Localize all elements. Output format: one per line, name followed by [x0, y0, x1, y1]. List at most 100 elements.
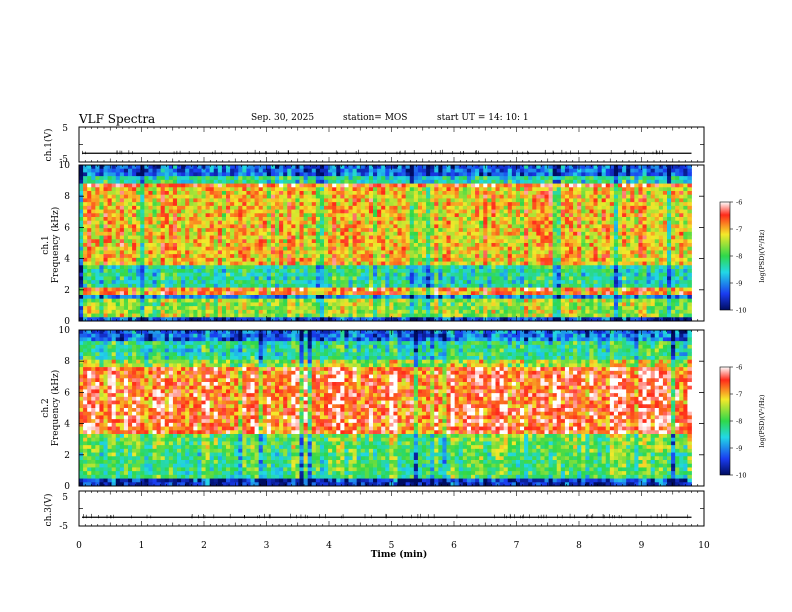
- ch1-spectrogram-cell: [275, 246, 280, 251]
- ch1-spectrogram-cell: [319, 165, 325, 170]
- ch1-spectrogram-cell: [209, 183, 215, 188]
- ch1-spectrogram-cell: [524, 176, 529, 181]
- ch1-spectrogram-cell: [605, 239, 611, 244]
- ch1-spectrogram-cell: [683, 239, 688, 244]
- ch1-spectrogram-cell: [87, 257, 92, 262]
- ch1-spectrogram-cell: [115, 220, 121, 225]
- ch1-spectrogram-cell: [99, 194, 104, 199]
- ch1-spectrogram-cell: [642, 187, 647, 192]
- ch1-spectrogram-cell: [340, 202, 345, 207]
- ch1-spectrogram-cell: [556, 228, 562, 233]
- ch1-spectrogram-cell: [618, 217, 623, 222]
- ch1-spectrogram-cell: [630, 224, 635, 229]
- ch1-spectrogram-cell: [201, 205, 206, 210]
- ch1-spectrogram-cell: [683, 176, 688, 181]
- ch1-spectrogram-cell: [319, 254, 325, 259]
- ch1-spectrogram-cell: [246, 239, 251, 244]
- ch1-spectrogram-cell: [87, 224, 92, 229]
- ch1-spectrogram-cell: [328, 257, 333, 262]
- ch1-spectrogram-cell: [83, 187, 88, 192]
- ch1-spectrogram-cell: [679, 280, 684, 285]
- ch1-spectrogram-cell: [234, 194, 239, 199]
- ch1-spectrogram-cell: [405, 202, 411, 207]
- ch1-spectrogram-cell: [283, 194, 288, 199]
- ch1-spectrogram-cell: [303, 283, 309, 288]
- ch1-spectrogram-cell: [675, 191, 680, 196]
- ch1-spectrogram-cell: [360, 194, 366, 199]
- ch1-spectrogram-cell: [524, 209, 529, 214]
- ch1-spectrogram-cell: [119, 283, 125, 288]
- ch1-spectrogram-cell: [270, 191, 276, 196]
- ch1-spectrogram-cell: [217, 198, 223, 203]
- ch1-spectrogram-cell: [213, 179, 219, 184]
- ch1-spectrogram-cell: [311, 165, 317, 170]
- ch1-spectrogram-cell: [409, 198, 415, 203]
- ch1-spectrogram-cell: [487, 179, 492, 184]
- ch1-spectrogram-cell: [417, 280, 423, 285]
- ch1-spectrogram-cell: [683, 235, 688, 240]
- ch1-spectrogram-cell: [356, 276, 362, 281]
- ch1-spectrogram-cell: [413, 217, 419, 222]
- ch1-spectrogram-cell: [287, 165, 292, 170]
- ch1-spectrogram-cell: [315, 194, 321, 199]
- ch1-spectrogram-cell: [401, 176, 407, 181]
- ch1-spectrogram-cell: [270, 194, 276, 199]
- ch1-spectrogram-cell: [499, 187, 505, 192]
- ch1-spectrogram-cell: [503, 194, 509, 199]
- ch1-spectrogram-cell: [507, 194, 513, 199]
- ch1-spectrogram-cell: [221, 202, 227, 207]
- ch1-spectrogram-cell: [458, 257, 464, 262]
- ch1-spectrogram-cell: [340, 198, 345, 203]
- ch1-spectrogram-cell: [487, 228, 492, 233]
- ch1-spectrogram-cell: [422, 231, 427, 236]
- ch1-spectrogram-cell: [605, 179, 611, 184]
- ch1-spectrogram-cell: [193, 261, 198, 266]
- ch1-spectrogram-cell: [466, 179, 472, 184]
- ch1-spectrogram-cell: [560, 194, 566, 199]
- ch1-spectrogram-cell: [577, 265, 582, 270]
- ch1-spectrogram-cell: [426, 228, 431, 233]
- ch1-spectrogram-cell: [242, 269, 247, 274]
- ch1-spectrogram-cell: [340, 224, 345, 229]
- ch1-spectrogram-cell: [487, 276, 492, 281]
- ch1-spectrogram-cell: [111, 217, 117, 222]
- ch1-spectrogram-cell: [213, 194, 219, 199]
- ch1-spectrogram-cell: [360, 254, 366, 259]
- ch1-spectrogram-cell: [556, 261, 562, 266]
- ch1-spectrogram-cell: [348, 269, 353, 274]
- ch1-spectrogram-cell: [262, 228, 268, 233]
- ch1-spectrogram-cell: [417, 191, 423, 196]
- ch1-spectrogram-cell: [491, 269, 496, 274]
- ch1-spectrogram-cell: [201, 280, 206, 285]
- ch1-spectrogram-cell: [618, 239, 623, 244]
- ch1-spectrogram-cell: [299, 220, 304, 225]
- ch1-spectrogram-cell: [409, 172, 415, 177]
- ch1-spectrogram-cell: [258, 165, 264, 170]
- ch1-spectrogram-cell: [315, 246, 321, 251]
- ch1-spectrogram-cell: [650, 165, 656, 170]
- ch1-spectrogram-cell: [128, 239, 133, 244]
- ch1-spectrogram-cell: [626, 198, 631, 203]
- ch1-spectrogram-cell: [189, 172, 194, 177]
- ch1-spectrogram-cell: [544, 224, 549, 229]
- ch1-spectrogram-cell: [511, 179, 517, 184]
- ch1-spectrogram-cell: [356, 202, 362, 207]
- ch1-spectrogram-cell: [560, 228, 566, 233]
- ch1-spectrogram-cell: [226, 261, 231, 266]
- ch1-spectrogram-cell: [328, 265, 333, 270]
- ch1-spectrogram-cell: [426, 205, 431, 210]
- ch1-spectrogram-cell: [95, 261, 100, 266]
- ch1-spectrogram-cell: [385, 254, 390, 259]
- ch1-spectrogram-cell: [434, 172, 439, 177]
- ch1-spectrogram-cell: [197, 228, 202, 233]
- ch1-spectrogram-cell: [95, 231, 100, 236]
- ch1-spectrogram-cell: [552, 265, 558, 270]
- ch1-spectrogram-cell: [471, 168, 476, 173]
- ch1-spectrogram-cell: [368, 224, 374, 229]
- ch1-spectrogram-cell: [91, 243, 96, 248]
- ch1-spectrogram-cell: [622, 198, 627, 203]
- ch1-spectrogram-cell: [115, 272, 121, 277]
- ch1-spectrogram-cell: [197, 280, 202, 285]
- ch1-spectrogram-cell: [164, 265, 170, 270]
- ch1-spectrogram-cell: [569, 205, 574, 210]
